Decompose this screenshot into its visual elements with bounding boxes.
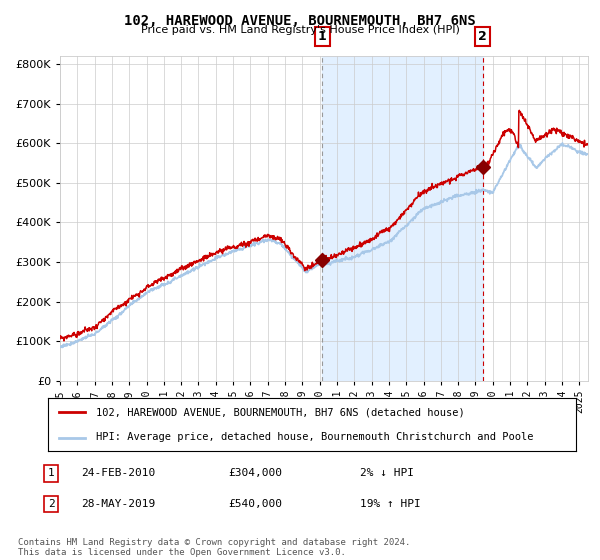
Text: 1: 1 [47, 468, 55, 478]
Text: 19% ↑ HPI: 19% ↑ HPI [360, 499, 421, 509]
Text: 24-FEB-2010: 24-FEB-2010 [81, 468, 155, 478]
Text: £304,000: £304,000 [228, 468, 282, 478]
Text: 2: 2 [47, 499, 55, 509]
Text: Price paid vs. HM Land Registry's House Price Index (HPI): Price paid vs. HM Land Registry's House … [140, 25, 460, 35]
Text: HPI: Average price, detached house, Bournemouth Christchurch and Poole: HPI: Average price, detached house, Bour… [95, 432, 533, 442]
Text: 1: 1 [318, 30, 326, 43]
Text: 102, HAREWOOD AVENUE, BOURNEMOUTH, BH7 6NS: 102, HAREWOOD AVENUE, BOURNEMOUTH, BH7 6… [124, 14, 476, 28]
Text: 28-MAY-2019: 28-MAY-2019 [81, 499, 155, 509]
Text: 2% ↓ HPI: 2% ↓ HPI [360, 468, 414, 478]
Text: 2: 2 [478, 30, 487, 43]
Text: Contains HM Land Registry data © Crown copyright and database right 2024.
This d: Contains HM Land Registry data © Crown c… [18, 538, 410, 557]
Bar [322, 56, 482, 381]
Text: 102, HAREWOOD AVENUE, BOURNEMOUTH, BH7 6NS (detached house): 102, HAREWOOD AVENUE, BOURNEMOUTH, BH7 6… [95, 408, 464, 418]
Text: £540,000: £540,000 [228, 499, 282, 509]
